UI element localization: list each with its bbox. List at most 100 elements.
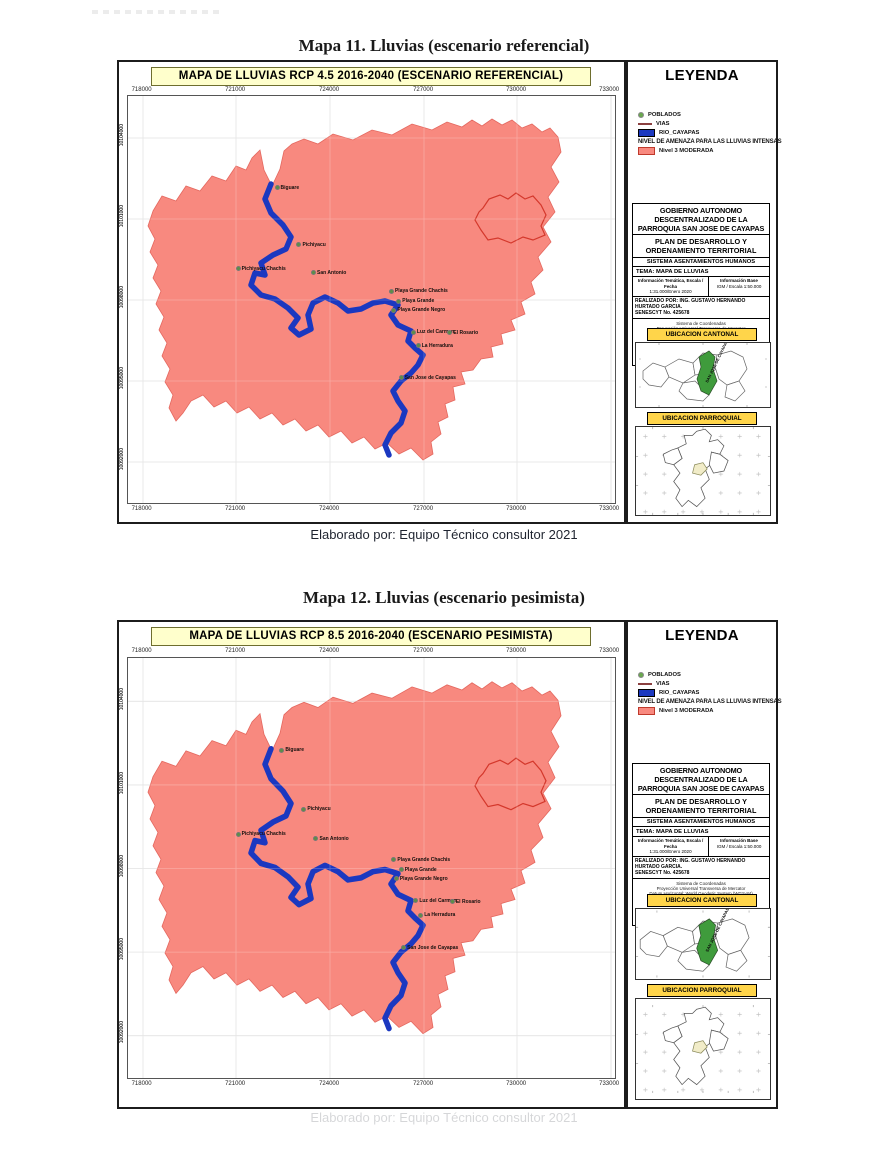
rio-swatch-icon [638, 688, 655, 697]
poblados-dot-icon [638, 671, 644, 678]
x-tick: 733000 [599, 87, 620, 93]
place-label: San Antonio [311, 270, 346, 276]
realizado-box: REALIZADO POR: ING. GUSTAVO HERNANDO HUR… [632, 855, 770, 880]
settlement-dot-icon [388, 288, 394, 294]
map11-title-banner: MAPA DE LLUVIAS RCP 4.5 2016-2040 (ESCEN… [151, 67, 591, 86]
x-tick: 718000 [131, 1081, 152, 1087]
legend-title: LEYENDA [665, 67, 739, 84]
map12-caption: Elaborado por: Equipo Técnico consultor … [310, 1110, 578, 1125]
x-tick: 721000 [225, 648, 246, 654]
settlement-dot-icon [410, 329, 416, 335]
place-label: La Herradura [418, 912, 455, 918]
ubicacion-parroquial-title: UBICACION PARROQUIAL [647, 984, 757, 997]
coord-line: Datum Horizontal: World Geodetic System … [635, 891, 767, 896]
map12-frame: MAPA DE LLUVIAS RCP 8.5 2016-2040 (ESCEN… [117, 620, 626, 1109]
ubicacion-cantonal-map: SAN JOSE DE CAYAPAS [635, 342, 771, 408]
senescyt-line: SENESCYT No. 425678 [635, 310, 690, 317]
settlement-dot-icon [274, 185, 280, 191]
legend-item-vias: VIAS [638, 679, 770, 688]
ubicacion-cantonal-title: UBICACION CANTONAL [647, 894, 757, 907]
place-label: Pichiyacu [296, 242, 326, 248]
x-tick: 727000 [413, 506, 434, 512]
x-tick: 724000 [319, 1081, 340, 1087]
x-tick: 718000 [131, 87, 152, 93]
x-tick: 721000 [225, 87, 246, 93]
plan-box: PLAN DE DESARROLLO Y ORDENAMIENTO TERRIT… [632, 234, 770, 258]
parroquial-inset-svg [636, 427, 770, 515]
y-tick: 10101000 [119, 772, 125, 795]
settlement-dot-icon [391, 307, 397, 313]
x-tick: 724000 [319, 87, 340, 93]
settlement-dot-icon [398, 375, 404, 381]
ubicacion-cantonal-title: UBICACION CANTONAL [647, 328, 757, 341]
legend-item-poblados: POBLADOS [638, 670, 770, 679]
map12-title-banner: MAPA DE LLUVIAS RCP 8.5 2016-2040 (ESCEN… [151, 627, 591, 646]
y-tick: 10098000 [119, 855, 125, 878]
hazard-swatch-icon [638, 706, 655, 715]
place-label: Pichiyacu Chachis [235, 831, 286, 837]
rio-cayapas-path [248, 181, 426, 458]
settlement-dot-icon [396, 298, 402, 304]
x-tick: 727000 [413, 1081, 434, 1087]
settlement-dot-icon [296, 242, 302, 248]
hazard-map-svg [128, 658, 615, 1078]
y-tick: 10101000 [119, 205, 125, 228]
legend-title: LEYENDA [665, 627, 739, 644]
place-label: Playa Grande Negro [391, 307, 445, 313]
x-axis-ticks-top: 718000 721000 724000 727000 730000 733000 [127, 87, 620, 95]
y-tick: 10092000 [119, 448, 125, 471]
x-tick: 721000 [225, 506, 246, 512]
y-tick: 10104000 [119, 688, 125, 711]
map11-plot: Biguare Pichiyacu Pichiyacu Chachis San … [127, 95, 616, 504]
info-base-label: Información Base [720, 838, 758, 843]
legend-items: POBLADOS VIAS RIO_CAYAPAS NIVEL DE AMENA… [638, 670, 782, 715]
ubicacion-cantonal-map [635, 908, 771, 980]
coord-line: Sistema de Coordenadas [676, 880, 726, 886]
y-tick: 10104000 [119, 124, 125, 147]
legend-item-poblados: POBLADOS [638, 110, 770, 119]
legend-item-rio: RIO_CAYAPAS [638, 128, 770, 137]
gobierno-box: GOBIERNO AUTONOMO DESCENTRALIZADO DE LA … [632, 202, 770, 236]
settlement-dot-icon [398, 867, 404, 873]
rio-swatch-icon [638, 128, 655, 137]
place-label: Luz del Carmen [410, 329, 454, 335]
gobierno-box: GOBIERNO AUTONOMO DESCENTRALIZADO DE LA … [632, 762, 770, 796]
x-tick: 733000 [599, 1081, 620, 1087]
legend-item-nivel3: Nivel 3 MODERADA [638, 146, 770, 155]
map12-heading: Mapa 12. Lluvias (escenario pesimista) [303, 588, 585, 607]
settlement-dot-icon [391, 857, 397, 863]
x-tick: 730000 [506, 1081, 527, 1087]
place-label: Pichiyacu [301, 806, 331, 812]
x-tick: 718000 [131, 506, 152, 512]
place-label: San Jose de Cayapas [398, 375, 456, 381]
cantonal-inset-svg [636, 909, 770, 979]
y-tick: 10095000 [119, 367, 125, 390]
settlement-dot-icon [313, 836, 319, 842]
place-label: Pichiyacu Chachis [235, 266, 286, 272]
ubicacion-parroquial-map [635, 998, 771, 1100]
x-tick: 718000 [131, 648, 152, 654]
place-label: Playa Grande Negro [393, 876, 448, 882]
settlement-dot-icon [279, 747, 285, 753]
hazard-swatch-icon [638, 146, 655, 155]
grid-lines-overlay [128, 96, 615, 503]
x-tick: 730000 [506, 648, 527, 654]
legend-hazard-header: NIVEL DE AMENAZA PARA LAS LLUVIAS INTENS… [638, 139, 782, 145]
place-label: La Herradura [415, 343, 453, 349]
senescyt-line: SENESCYT No. 425678 [635, 870, 690, 877]
info-base-value: IGM / Escala 1:50.000 [716, 283, 762, 289]
ubicacion-parroquial-map [635, 426, 771, 516]
page-top-fragment [92, 10, 222, 14]
settlement-dot-icon [418, 912, 424, 918]
y-tick: 10092000 [119, 1021, 125, 1044]
parish-hazard-polygon [147, 118, 562, 461]
settlement-dot-icon [301, 806, 307, 812]
place-label: Playa Grande Chachis [388, 288, 448, 294]
info-tematica-value: 1:31.000/Enero 2020 [649, 849, 692, 854]
map12-side-panel: LEYENDA POBLADOS VIAS RIO_CAYAPAS NIVEL … [626, 620, 782, 1109]
place-label: Playa Grande [398, 867, 437, 873]
cantonal-inset-svg: SAN JOSE DE CAYAPAS [639, 343, 767, 407]
coord-line: Proyección Universal Transversa de Merca… [656, 886, 746, 892]
coord-line: Sistema de Coordenadas [676, 320, 726, 326]
